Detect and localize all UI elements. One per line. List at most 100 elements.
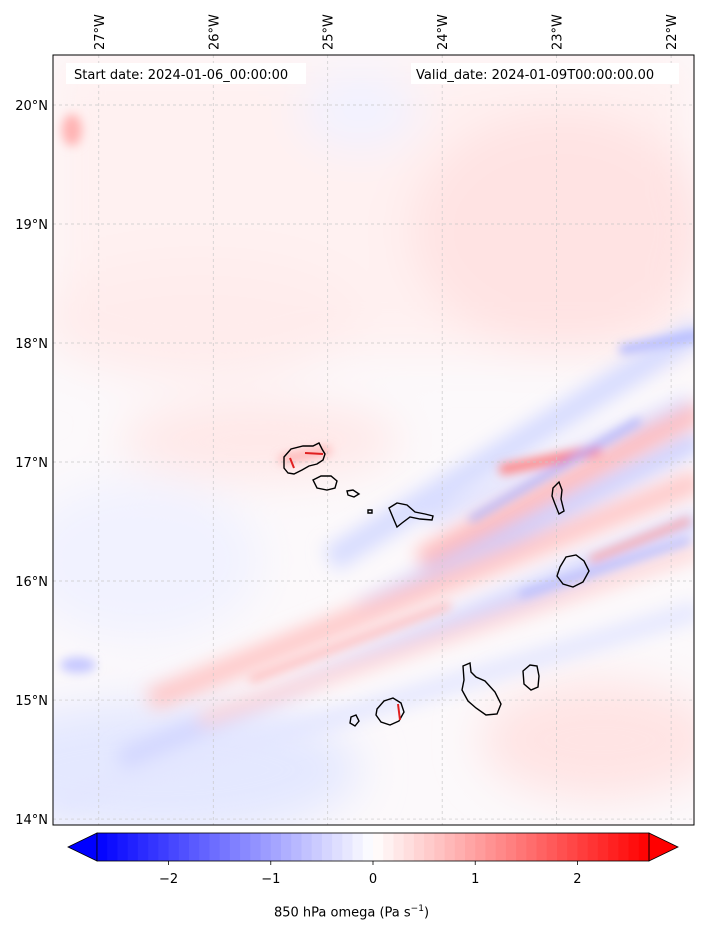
colorbar-level [117,833,129,861]
island-santa-luzia [346,489,361,498]
colorbar-level [178,833,190,861]
colorbar-tick-label: 0 [369,872,377,887]
colorbar-level [495,833,507,861]
colorbar-level [189,833,200,861]
colorbar-level [403,833,415,861]
colorbar-level [97,833,108,861]
colorbar-level [311,833,323,861]
omega-field-bands [57,318,694,809]
lon-tick-label: 27°W [93,14,108,50]
start-date-text: Start date: 2024-01-06_00:00:00 [74,68,288,83]
colorbar-label: 850 hPa omega (Pa s−1) [273,904,430,921]
colorbar-level [240,833,251,861]
lon-tick-label: 22°W [665,14,680,50]
colorbar-level [597,833,609,861]
island-santo-antao [283,442,326,475]
colorbar-level [454,833,466,861]
island-fogo [375,697,405,726]
colorbar-level [332,833,343,861]
lat-tick-label: 19°N [15,218,48,233]
island-sao-vicente [312,475,338,491]
colorbar-level [475,833,487,861]
lat-tick-label: 20°N [15,99,48,114]
colorbar-level [219,833,231,861]
colorbar-level [628,833,640,861]
coastlines [283,442,590,727]
colorbar-steps [97,833,650,861]
colorbar-tick-label: −2 [159,872,178,887]
colorbar-level [557,833,568,861]
colorbar-level [281,833,292,861]
colorbar-level [383,833,395,861]
colorbar-level [148,833,159,861]
colorbar-level [505,833,517,861]
map-frame [52,54,695,826]
colorbar-level [250,833,262,861]
colorbar-tick-label: 2 [573,872,581,887]
island-sao-nicolau [388,502,434,529]
colorbar-level [137,833,149,861]
colorbar-level [352,833,364,861]
lon-tick-label: 26°W [207,14,222,50]
lat-tick-label: 14°N [15,813,48,828]
colorbar-tick-label: −1 [261,872,280,887]
colorbar-level [373,833,384,861]
colorbar-level [618,833,630,861]
valid-date-text: Valid_date: 2024-01-09T00:00:00.00 [416,68,654,83]
colorbar-level [567,833,579,861]
colorbar-level [424,833,435,861]
island-raso [367,509,373,514]
island-maio [522,664,540,691]
lat-tick-label: 17°N [15,456,48,471]
colorbar-level [516,833,527,861]
colorbar-level [158,833,170,861]
colorbar-level [168,833,180,861]
colorbar-level [107,833,119,861]
colorbar-level [413,833,425,861]
gridlines [53,55,694,825]
colorbar-level [444,833,456,861]
colorbar-level [199,833,211,861]
colorbar-tick-label: 1 [471,872,479,887]
island-boa-vista [556,554,590,588]
colorbar-level [608,833,619,861]
colorbar-level [577,833,589,861]
omega-field-cores [60,114,694,683]
lon-tick-label: 25°W [322,14,337,50]
colorbar-level [260,833,272,861]
colorbar-ticks: −2 −1 0 1 2 [159,861,582,887]
colorbar-extend-high [648,832,679,862]
colorbar-level [465,833,476,861]
island-brava [349,714,360,727]
map-panel: Start date: 2024-01-06_00:00:00 Valid_da… [53,55,694,825]
island-local-features [289,452,401,721]
colorbar-level [434,833,446,861]
colorbar-level [209,833,221,861]
colorbar-level [536,833,548,861]
colorbar-extend-low [67,832,98,862]
colorbar-level [546,833,558,861]
colorbar-level [291,833,303,861]
colorbar-level [393,833,405,861]
lon-tick-label: 24°W [436,14,451,50]
lat-tick-labels: 20°N 19°N 18°N 17°N 16°N 15°N 14°N [15,99,48,828]
start-date-box: Start date: 2024-01-06_00:00:00 [66,63,306,84]
valid-date-box: Valid_date: 2024-01-09T00:00:00.00 [411,63,679,84]
lon-tick-label: 23°W [551,14,566,50]
colorbar-level [270,833,282,861]
lon-tick-labels: 27°W 26°W 25°W 24°W 23°W 22°W [93,14,680,50]
island-sal [551,480,565,516]
colorbar-level [587,833,599,861]
colorbar-level [526,833,538,861]
colorbar-level [638,833,650,861]
lat-tick-label: 18°N [15,337,48,352]
colorbar-level [301,833,313,861]
colorbar-level [229,833,241,861]
colorbar-level [321,833,333,861]
colorbar-level [342,833,354,861]
colorbar-level [485,833,497,861]
lat-tick-label: 15°N [15,694,48,709]
lat-tick-label: 16°N [15,575,48,590]
colorbar: −2 −1 0 1 2 [67,832,679,887]
